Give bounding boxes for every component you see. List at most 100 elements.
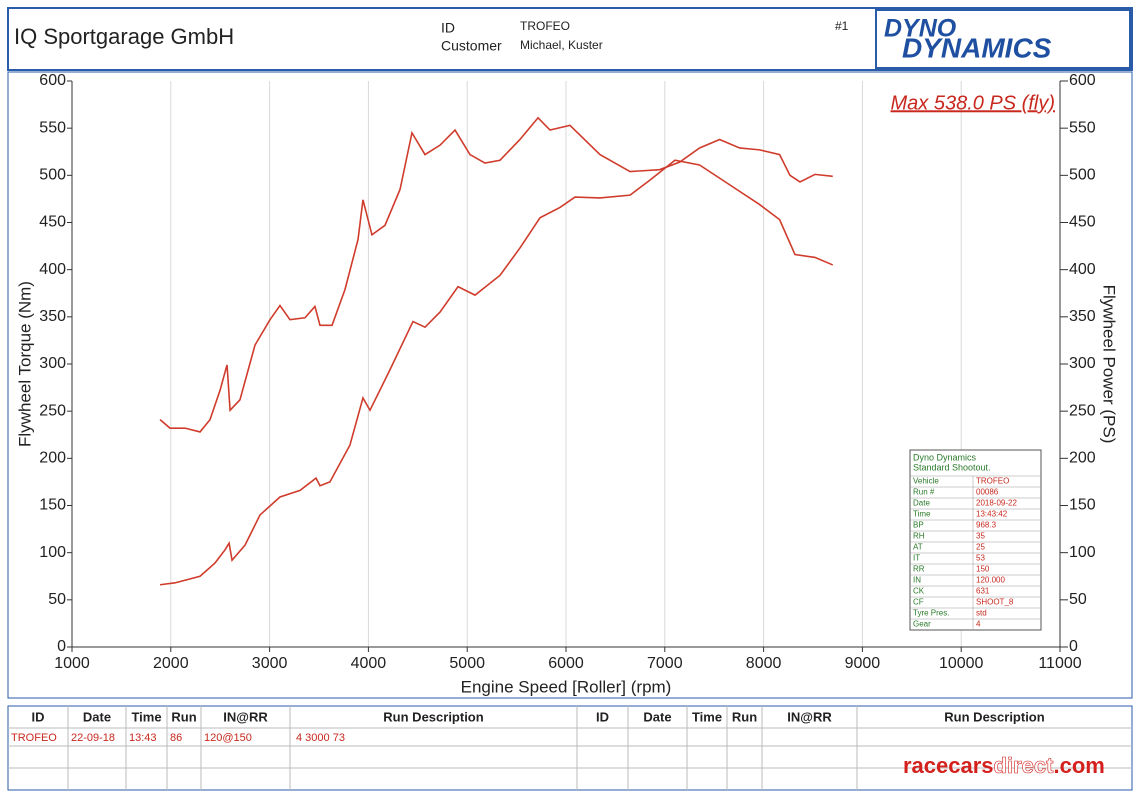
y-tick-label: 350 [39, 308, 66, 325]
x-tick-label: 9000 [845, 655, 881, 672]
x-tick-label: 3000 [252, 655, 288, 672]
customer-label: Customer [441, 38, 502, 54]
logo-bottom: DYNAMICS [902, 32, 1052, 63]
watermark-part: racecars [903, 753, 994, 778]
shootout-box [909, 449, 1042, 631]
y2-tick-label: 600 [1069, 72, 1096, 89]
table-header: Run [732, 709, 757, 724]
shootout-key: AT [913, 543, 923, 552]
y-tick-label: 50 [48, 591, 66, 608]
shootout-value: 00086 [976, 488, 999, 497]
y2-tick-label: 150 [1069, 497, 1096, 514]
table-header: ID [32, 709, 45, 724]
watermark-part: direct [994, 753, 1055, 778]
shootout-key: RH [913, 532, 925, 541]
x-tick-label: 7000 [647, 655, 683, 672]
logo-box [875, 9, 1131, 69]
shootout-key: IT [913, 554, 920, 563]
x-tick-label: 1000 [54, 655, 90, 672]
shootout-key: BP [913, 521, 924, 530]
table-header: Run Description [383, 709, 483, 724]
y-tick-label: 250 [39, 402, 66, 419]
run-number: #1 [835, 19, 849, 33]
x-tick-label: 10000 [939, 655, 984, 672]
table-cell: 13:43 [129, 732, 157, 744]
y-tick-label: 450 [39, 214, 66, 231]
x-tick-label: 11000 [1038, 655, 1081, 672]
customer-value: Michael, Kuster [520, 38, 603, 52]
x-tick-label: 4000 [351, 655, 387, 672]
watermark-part: .com [1053, 753, 1104, 778]
shootout-title: Dyno Dynamics [913, 452, 977, 462]
shootout-value: 120.000 [976, 576, 1005, 585]
table-cell: 22-09-18 [71, 732, 115, 744]
table-cell: 4 3000 73 [296, 732, 345, 744]
table-header: Date [643, 709, 671, 724]
y-axis-label: Flywheel Torque (Nm) [15, 281, 34, 447]
id-label: ID [441, 20, 455, 36]
x-tick-label: 5000 [449, 655, 485, 672]
id-value: TROFEO [520, 19, 570, 33]
table-header: Time [131, 709, 161, 724]
table-header: Run Description [944, 709, 1044, 724]
table-header: Date [83, 709, 111, 724]
curve [159, 116, 833, 433]
y2-tick-label: 400 [1069, 261, 1096, 278]
y-tick-label: 100 [39, 544, 66, 561]
logo-top: DYNO [884, 15, 957, 43]
y-tick-label: 0 [57, 638, 66, 655]
y2-tick-label: 450 [1069, 214, 1096, 231]
y2-tick-label: 200 [1069, 450, 1096, 467]
shootout-value: TROFEO [976, 477, 1009, 486]
table-cell: 120@150 [204, 732, 252, 744]
shootout-value: std [976, 609, 987, 618]
y2-tick-label: 350 [1069, 308, 1096, 325]
shootout-key: Gear [913, 620, 931, 629]
shootout-value: 4 [976, 620, 981, 629]
y2-tick-label: 100 [1069, 544, 1096, 561]
max-annotation: Max 538.0 PS (fly) [890, 92, 1055, 114]
run-table [7, 705, 1133, 791]
table-header: IN@RR [787, 709, 832, 724]
y-tick-label: 150 [39, 497, 66, 514]
table-header: IN@RR [223, 709, 268, 724]
shootout-key: Run # [913, 488, 935, 497]
y2-tick-label: 300 [1069, 355, 1096, 372]
company: IQ Sportgarage GmbH [14, 24, 234, 49]
y-tick-label: 500 [39, 167, 66, 184]
shootout-key: Tyre Pres. [913, 609, 949, 618]
header-box [7, 7, 1133, 71]
shootout-key: Vehicle [913, 477, 939, 486]
x-tick-label: 6000 [548, 655, 584, 672]
shootout-key: CF [913, 598, 924, 607]
shootout-value: 25 [976, 543, 985, 552]
shootout-subtitle: Standard Shootout. [913, 462, 991, 472]
shootout-value: 631 [976, 587, 990, 596]
shootout-key: RR [913, 565, 925, 574]
y2-tick-label: 550 [1069, 119, 1096, 136]
plot-frame [7, 71, 1133, 699]
y2-axis-label: Flywheel Power (PS) [1100, 285, 1119, 444]
shootout-value: 13:43:42 [976, 510, 1008, 519]
shootout-key: CK [913, 587, 925, 596]
y2-tick-label: 0 [1069, 638, 1078, 655]
shootout-key: Time [913, 510, 931, 519]
x-tick-label: 8000 [746, 655, 782, 672]
table-header: Run [171, 709, 196, 724]
y2-tick-label: 250 [1069, 402, 1096, 419]
y-tick-label: 400 [39, 261, 66, 278]
shootout-value: 150 [976, 565, 990, 574]
table-header: Time [692, 709, 722, 724]
curve [159, 159, 834, 586]
table-cell: 86 [170, 732, 182, 744]
shootout-value: 968.3 [976, 521, 997, 530]
table-cell: TROFEO [11, 732, 57, 744]
y-tick-label: 600 [39, 72, 66, 89]
x-tick-label: 2000 [153, 655, 189, 672]
y2-tick-label: 500 [1069, 167, 1096, 184]
table-header: ID [596, 709, 609, 724]
y2-tick-label: 50 [1069, 591, 1087, 608]
watermark: racecarsdirect.com [903, 753, 1105, 778]
shootout-value: 35 [976, 532, 985, 541]
